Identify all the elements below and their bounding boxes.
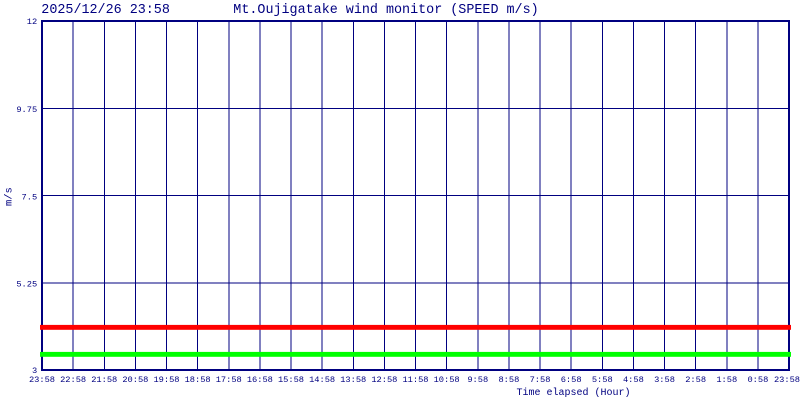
svg-text:10:58: 10:58 <box>434 375 460 385</box>
svg-text:23:58: 23:58 <box>774 375 800 385</box>
svg-text:9.75: 9.75 <box>16 105 37 115</box>
svg-text:23:58: 23:58 <box>29 375 55 385</box>
svg-text:4:58: 4:58 <box>623 375 644 385</box>
svg-text:21:58: 21:58 <box>91 375 117 385</box>
svg-text:19:58: 19:58 <box>153 375 179 385</box>
svg-text:5.25: 5.25 <box>16 280 37 290</box>
svg-text:12: 12 <box>27 17 37 27</box>
svg-text:0:58: 0:58 <box>747 375 768 385</box>
svg-text:5:58: 5:58 <box>592 375 613 385</box>
svg-text:8:58: 8:58 <box>498 375 519 385</box>
svg-text:7:58: 7:58 <box>530 375 551 385</box>
svg-text:2025/12/26 23:58: 2025/12/26 23:58 <box>41 3 170 18</box>
svg-text:13:58: 13:58 <box>340 375 366 385</box>
svg-text:15:58: 15:58 <box>278 375 304 385</box>
svg-text:18:58: 18:58 <box>185 375 211 385</box>
svg-text:3: 3 <box>32 366 37 376</box>
svg-text:m/s: m/s <box>4 187 16 206</box>
svg-text:6:58: 6:58 <box>561 375 582 385</box>
svg-text:14:58: 14:58 <box>309 375 335 385</box>
svg-text:3:58: 3:58 <box>654 375 675 385</box>
svg-text:20:58: 20:58 <box>122 375 148 385</box>
svg-text:11:58: 11:58 <box>402 375 428 385</box>
svg-text:17:58: 17:58 <box>216 375 242 385</box>
svg-text:12:58: 12:58 <box>371 375 397 385</box>
svg-text:7.5: 7.5 <box>22 192 38 202</box>
svg-text:2:58: 2:58 <box>685 375 706 385</box>
svg-text:Mt.Oujigatake wind monitor (SP: Mt.Oujigatake wind monitor (SPEED m/s) <box>233 3 538 18</box>
svg-text:1:58: 1:58 <box>716 375 737 385</box>
svg-text:22:58: 22:58 <box>60 375 86 385</box>
svg-text:9:58: 9:58 <box>467 375 488 385</box>
svg-text:16:58: 16:58 <box>247 375 273 385</box>
svg-text:Time elapsed (Hour): Time elapsed (Hour) <box>517 387 631 399</box>
